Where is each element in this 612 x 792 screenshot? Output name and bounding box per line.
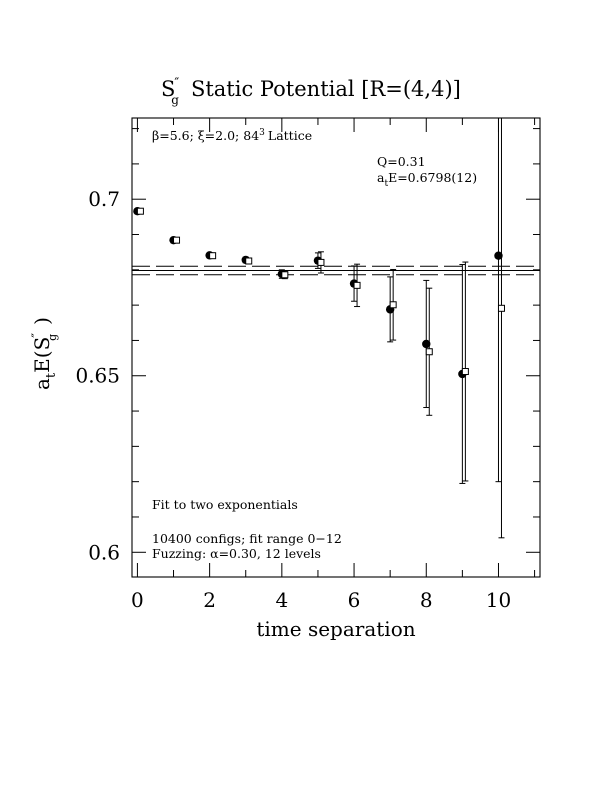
y-label-E: E(S [30,337,54,373]
lattice-rest: Lattice [268,128,312,143]
lattice-note: β=5.6; ξ=2.0; 843 Lattice [152,128,312,143]
data-point-square [281,271,289,279]
x-tick-label: 8 [420,588,433,612]
data-point-square [497,304,505,312]
y-label-a: a [30,378,54,390]
x-axis-label: time separation [256,617,415,641]
fuzzing-note: Fuzzing: α=0.30, 12 levels [152,546,321,561]
axis-ticks [132,118,540,577]
data-point-square [425,348,433,356]
lattice-xi: ξ=2.0; [198,128,239,143]
data-point-square [173,236,181,244]
title-symbol: S [161,77,175,101]
data-point-square [317,258,325,266]
y-tick-label: 0.65 [75,364,120,388]
x-tick-label: 0 [131,588,144,612]
fit-energy-a: a [377,170,385,185]
title-subscript: g [171,93,179,107]
data-point-square [353,281,361,289]
chart-title: S″ g Static Potential [R=(4,4)] [161,76,461,107]
fit-method-note: Fit to two exponentials [152,497,298,512]
y-label-g: g [46,334,59,341]
fit-lines [132,265,540,276]
title-superscript: ″ [174,76,179,91]
fit-energy-value: E=0.6798(12) [388,170,477,185]
x-tick-label: 4 [275,588,288,612]
plot-frame [131,117,541,578]
y-label-t: t [44,372,59,378]
fit-q-label: Q=0.31 [377,154,426,169]
configs-note: 10400 configs; fit range 0−12 [152,531,342,546]
y-axis-label: atE(S″g) [30,317,59,390]
series-open-square [136,117,505,539]
lattice-size: 84 [243,128,259,143]
y-label-close: ) [30,317,54,325]
lattice-size-sup: 3 [259,128,265,138]
x-tick-label: 2 [203,588,216,612]
lattice-beta: β=5.6; [152,128,194,143]
y-label-prime: ″ [30,333,45,338]
data-point-square [136,207,144,215]
y-tick-label: 0.6 [88,540,120,564]
fit-energy-label: atE=0.6798(12) [377,170,477,189]
data-point-circle [422,339,431,349]
data-point-square [461,368,469,376]
x-tick-label: 10 [486,588,511,612]
x-tick-label: 6 [348,588,361,612]
data-point-square [209,252,217,260]
data-point-square [389,301,397,309]
data-point-square [245,257,253,265]
data-point-circle [494,251,503,260]
data-series [133,117,505,539]
title-text: Static Potential [R=(4,4)] [191,77,461,101]
fit-energy-sub: t [384,179,388,189]
axis-tick-labels: 0 2 4 6 8 10 0.6 0.65 0.7 [75,187,511,612]
y-tick-label: 0.7 [88,187,120,211]
